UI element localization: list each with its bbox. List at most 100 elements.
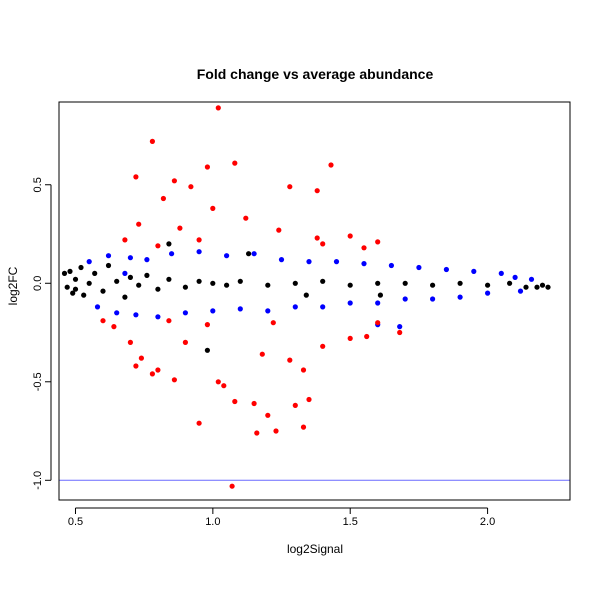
data-point: [314, 235, 320, 241]
data-point: [375, 239, 381, 245]
data-point: [210, 205, 216, 211]
data-point: [517, 288, 524, 294]
data-point: [523, 284, 529, 290]
data-point: [314, 188, 320, 194]
data-point: [94, 304, 101, 310]
data-point: [498, 270, 504, 276]
data-point: [111, 324, 117, 330]
data-point: [320, 304, 326, 310]
data-point: [246, 251, 252, 257]
data-point: [430, 296, 436, 302]
data-point: [133, 312, 139, 318]
data-point: [72, 276, 79, 282]
data-point: [364, 333, 370, 340]
data-point: [534, 284, 540, 290]
data-point: [320, 278, 326, 284]
data-point: [67, 268, 73, 274]
data-point: [114, 310, 120, 316]
data-point: [81, 292, 87, 298]
data-point: [347, 300, 353, 306]
data-point: [265, 412, 271, 418]
data-point: [237, 306, 243, 312]
data-point: [270, 320, 276, 326]
data-point: [169, 251, 175, 257]
data-point: [292, 304, 298, 310]
data-point: [64, 284, 70, 290]
x-axis-label: log2Signal: [287, 542, 343, 556]
data-point: [196, 249, 202, 255]
data-point: [196, 420, 202, 426]
data-point: [166, 318, 172, 324]
data-point: [204, 322, 210, 328]
data-point: [416, 264, 422, 271]
data-point: [149, 138, 155, 144]
data-point: [92, 270, 98, 276]
data-point: [196, 278, 202, 284]
data-point: [210, 280, 216, 286]
data-point: [443, 266, 449, 273]
data-point: [300, 424, 307, 430]
x-axis: 0.5 1.0 1.5 2.0: [68, 507, 495, 528]
data-point: [166, 241, 172, 247]
data-point: [306, 396, 312, 403]
data-point: [182, 339, 188, 345]
data-point: [144, 257, 150, 263]
data-point: [86, 280, 92, 286]
data-point: [430, 282, 436, 288]
data-point: [347, 233, 353, 239]
data-point: [136, 282, 142, 288]
y-tick-label: 0.5: [32, 177, 44, 192]
data-point: [127, 255, 133, 261]
data-point: [361, 245, 367, 251]
data-point: [328, 162, 334, 168]
data-point: [375, 300, 381, 306]
data-point: [471, 268, 477, 274]
data-point: [320, 241, 326, 247]
data-point: [127, 274, 133, 280]
y-tick-label: 0.0: [32, 276, 44, 291]
data-point: [122, 294, 128, 300]
data-point: [507, 280, 513, 286]
data-point: [251, 251, 257, 257]
data-point: [188, 184, 194, 190]
data-point: [259, 351, 265, 357]
data-point: [377, 292, 383, 298]
data-point: [333, 259, 340, 265]
data-point: [347, 335, 353, 341]
data-point: [232, 398, 238, 405]
data-point: [215, 379, 221, 385]
data-point: [251, 400, 257, 407]
data-point: [224, 253, 230, 259]
data-point: [278, 257, 285, 263]
data-point: [320, 343, 326, 349]
data-point: [303, 292, 309, 298]
data-point: [160, 195, 166, 202]
data-point: [265, 308, 271, 314]
y-tick-label: -1.0: [32, 471, 44, 490]
data-point: [155, 367, 161, 373]
data-point: [171, 377, 177, 383]
data-point: [347, 282, 353, 288]
plot-frame: [58, 101, 571, 501]
data-point: [196, 237, 202, 243]
data-points: [61, 105, 551, 489]
data-point: [402, 280, 408, 286]
data-point: [457, 280, 463, 286]
data-point: [100, 288, 106, 294]
data-point: [155, 286, 161, 292]
data-point: [171, 178, 177, 184]
data-point: [166, 276, 172, 282]
data-point: [133, 363, 139, 369]
data-point: [204, 164, 210, 170]
data-point: [72, 286, 79, 292]
data-point: [243, 215, 249, 221]
data-point: [397, 329, 403, 336]
data-point: [122, 237, 128, 243]
data-point: [149, 371, 155, 377]
data-point: [375, 280, 381, 286]
data-point: [388, 262, 394, 269]
data-point: [545, 284, 551, 290]
data-point: [254, 430, 260, 436]
data-point: [86, 259, 92, 265]
